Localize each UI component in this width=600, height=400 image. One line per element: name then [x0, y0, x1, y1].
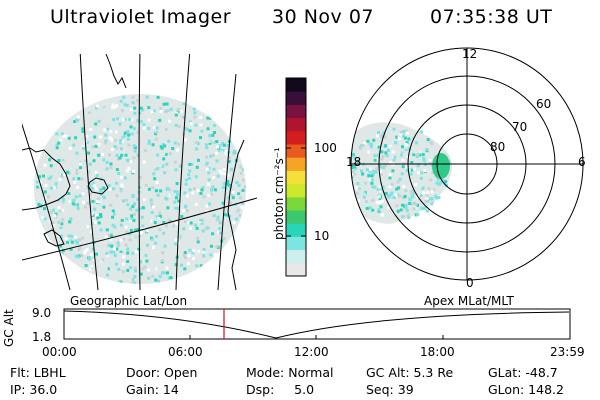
glon-status: GLon: 148.2: [488, 382, 564, 397]
island-outline: [43, 229, 65, 247]
colorbar-segment: [286, 196, 306, 211]
timeline-ytick-9: 9.0: [32, 306, 52, 320]
colorbar-segment: [286, 130, 306, 145]
mlt-label-6: 6: [578, 155, 586, 169]
mlat-label-80: 80: [490, 140, 506, 154]
door-status: Door: Open: [126, 365, 198, 380]
meridian-line: [138, 54, 141, 290]
parallel-line: [22, 197, 257, 261]
mlt-label-12: 12: [462, 47, 478, 61]
mlat-label-60: 60: [536, 97, 552, 111]
ip-status: IP: 36.0: [10, 382, 58, 397]
meridian-line: [217, 73, 237, 290]
colorbar-segment: [286, 157, 306, 171]
altitude-timeline: [63, 308, 571, 340]
instrument-title: Ultraviolet Imager: [50, 6, 232, 28]
timeline-xtick-1200: 12:00: [294, 345, 329, 359]
time-label: 07:35:38 UT: [430, 6, 553, 28]
meridian-line: [175, 54, 191, 290]
polar-plot: [350, 47, 584, 281]
gc-alt-status: GC Alt: 5.3 Re: [366, 365, 454, 380]
colorbar-unit-label: photon cm⁻²s⁻¹: [272, 147, 286, 240]
colorbar-segment: [286, 144, 306, 158]
timeline-frame: [63, 308, 571, 340]
geographic-map: [22, 54, 257, 290]
timeline-xtick-1800: 18:00: [420, 345, 455, 359]
mlt-label-0: 0: [466, 276, 474, 290]
colorbar-segment: [286, 236, 306, 251]
colorbar-segment: [286, 249, 306, 264]
colorbar-segment: [286, 91, 306, 105]
colorbar-tick-100: 100: [314, 141, 337, 155]
geo-panel-label: Geographic Lat/Lon: [70, 294, 188, 308]
filter-status: Flt: LBHL: [10, 365, 66, 380]
coastline: [105, 54, 127, 89]
timeline-xtick-0600: 06:00: [168, 345, 203, 359]
colorbar-tick-10: 10: [314, 229, 330, 243]
colorbar-segment: [286, 210, 306, 224]
colorbar-segment: [286, 104, 306, 119]
aurora-bright-spot: [432, 153, 450, 179]
dsp-status: Dsp: 5.0: [246, 382, 315, 397]
meridian-line: [22, 123, 71, 290]
date-label: 30 Nov 07: [272, 6, 375, 28]
glat-status: GLat: -48.7: [488, 365, 558, 380]
altitude-curve: [63, 310, 570, 339]
mode-status: Mode: Normal: [246, 365, 334, 380]
coastline: [22, 147, 71, 211]
timeline-xtick-0000: 00:00: [42, 345, 77, 359]
colorbar-segment: [286, 78, 306, 92]
mlt-label-18: 18: [346, 155, 362, 169]
colorbar: [285, 77, 307, 277]
seq-status: Seq: 39: [366, 382, 414, 397]
colorbar-segment: [286, 170, 306, 185]
gain-status: Gain: 14: [126, 382, 179, 397]
colorbar-segment: [286, 262, 306, 277]
meridian-line: [79, 54, 99, 290]
colorbar-segment: [286, 183, 306, 198]
timeline-ylabel: GC Alt: [2, 309, 16, 347]
colorbar-segment: [286, 223, 306, 237]
mlat-label-70: 70: [512, 120, 528, 134]
timeline-xtick-2359: 23:59: [550, 345, 585, 359]
colorbar-segment: [286, 117, 306, 132]
polar-panel-label: Apex MLat/MLT: [424, 294, 514, 308]
coastline: [227, 139, 245, 290]
timeline-ytick-1-8: 1.8: [32, 330, 52, 344]
